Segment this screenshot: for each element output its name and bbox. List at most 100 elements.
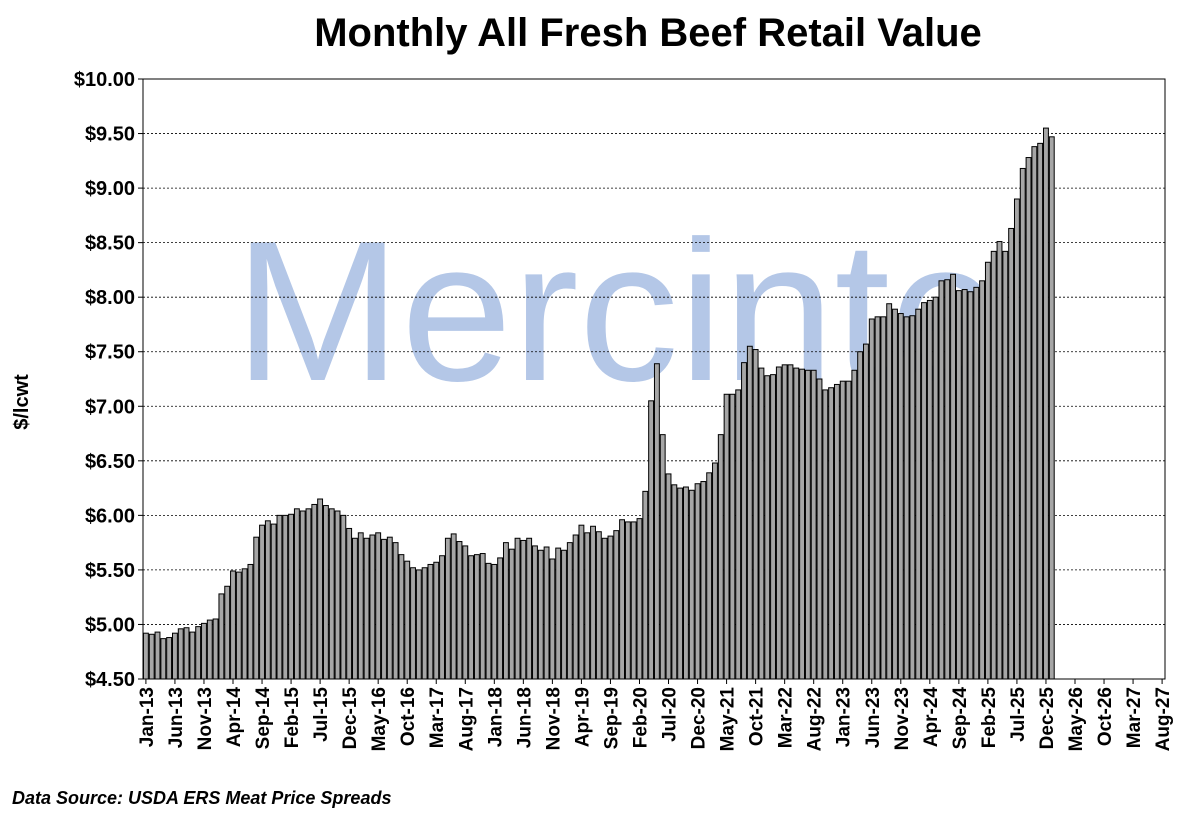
bar xyxy=(1013,198,1020,680)
bar xyxy=(886,303,893,680)
x-tick-label: Sep-24 xyxy=(950,687,971,750)
x-tick-label: Dec-25 xyxy=(1037,687,1058,750)
bar xyxy=(828,387,835,680)
bar xyxy=(561,549,567,680)
x-tick-label: Jan-18 xyxy=(485,687,506,747)
y-tick-label: $5.00 xyxy=(85,614,135,636)
bar xyxy=(508,548,515,680)
bar xyxy=(874,316,881,680)
bar xyxy=(822,389,829,680)
bar xyxy=(833,383,840,680)
bar xyxy=(607,535,614,680)
bar xyxy=(595,531,602,680)
bar xyxy=(717,434,724,680)
bar xyxy=(322,505,329,680)
bar xyxy=(845,380,852,680)
bar xyxy=(688,489,695,680)
x-tick-label: Aug-27 xyxy=(1153,687,1174,751)
bar xyxy=(154,631,161,680)
bar xyxy=(770,374,776,680)
bar xyxy=(642,490,649,680)
bar xyxy=(1002,250,1009,680)
y-tick-label: $8.50 xyxy=(85,233,135,255)
bar xyxy=(212,618,219,680)
bar xyxy=(804,369,811,680)
bar xyxy=(764,375,771,680)
bar xyxy=(735,389,742,680)
bar xyxy=(264,520,271,680)
bar xyxy=(682,486,689,680)
x-tick-label: Sep-19 xyxy=(601,687,622,749)
bar xyxy=(386,536,393,680)
bar xyxy=(444,537,451,680)
bar xyxy=(259,524,265,680)
y-tick-label: $8.00 xyxy=(85,287,135,309)
bar xyxy=(653,363,660,680)
bar xyxy=(613,530,620,680)
bar xyxy=(462,545,469,680)
x-tick-label: Sep-14 xyxy=(253,687,274,750)
bar xyxy=(816,378,823,680)
bar xyxy=(787,364,794,680)
bar xyxy=(938,280,945,680)
y-tick-label: $6.00 xyxy=(85,505,135,527)
bar xyxy=(723,393,730,680)
bar xyxy=(706,472,713,680)
bar xyxy=(648,400,655,680)
bar xyxy=(863,343,869,680)
bar xyxy=(555,547,562,680)
bar xyxy=(793,367,800,680)
bar xyxy=(967,291,974,680)
x-tick-label: Jul-25 xyxy=(1008,687,1029,742)
y-tick-label: $5.50 xyxy=(85,560,135,582)
bar xyxy=(996,241,1003,680)
bar xyxy=(624,521,631,680)
bar xyxy=(950,273,956,680)
bar xyxy=(915,308,922,680)
x-tick-label: Mar-22 xyxy=(776,687,797,748)
x-tick-label: May-16 xyxy=(369,687,390,751)
x-tick-label: Oct-16 xyxy=(398,687,419,746)
bar xyxy=(317,498,324,680)
bar xyxy=(526,537,533,680)
bar xyxy=(201,622,207,680)
y-tick-label: $9.00 xyxy=(85,178,135,200)
bar xyxy=(305,508,312,680)
bar xyxy=(578,524,585,680)
bar xyxy=(421,567,428,680)
bar xyxy=(433,561,440,680)
bar xyxy=(665,473,672,680)
bar xyxy=(712,462,718,680)
bar xyxy=(288,513,295,680)
bar xyxy=(984,261,991,680)
bar xyxy=(961,289,968,680)
bar xyxy=(235,571,242,680)
bar xyxy=(346,527,353,680)
bar xyxy=(921,302,927,680)
bar xyxy=(694,483,701,680)
bar xyxy=(282,514,289,680)
bar xyxy=(973,286,980,680)
x-tick-label: Mar-27 xyxy=(1124,687,1145,748)
bar xyxy=(619,519,626,680)
bar xyxy=(851,369,858,680)
x-tick-label: Apr-14 xyxy=(224,687,245,748)
bar xyxy=(584,532,591,680)
bar xyxy=(868,318,875,680)
bar xyxy=(566,542,573,680)
bar xyxy=(537,549,544,680)
bar xyxy=(746,345,753,680)
bar xyxy=(479,553,486,680)
bar xyxy=(671,484,678,680)
bar xyxy=(1031,146,1038,680)
bar xyxy=(955,290,962,680)
bar xyxy=(456,541,463,680)
bar xyxy=(590,525,596,680)
x-tick-label: Feb-15 xyxy=(282,687,303,749)
y-tick-label: $4.50 xyxy=(85,669,135,691)
bar xyxy=(491,563,498,680)
bar xyxy=(404,560,411,680)
x-tick-label: Jul-20 xyxy=(660,687,681,742)
bar xyxy=(880,316,887,680)
bar xyxy=(485,562,492,680)
